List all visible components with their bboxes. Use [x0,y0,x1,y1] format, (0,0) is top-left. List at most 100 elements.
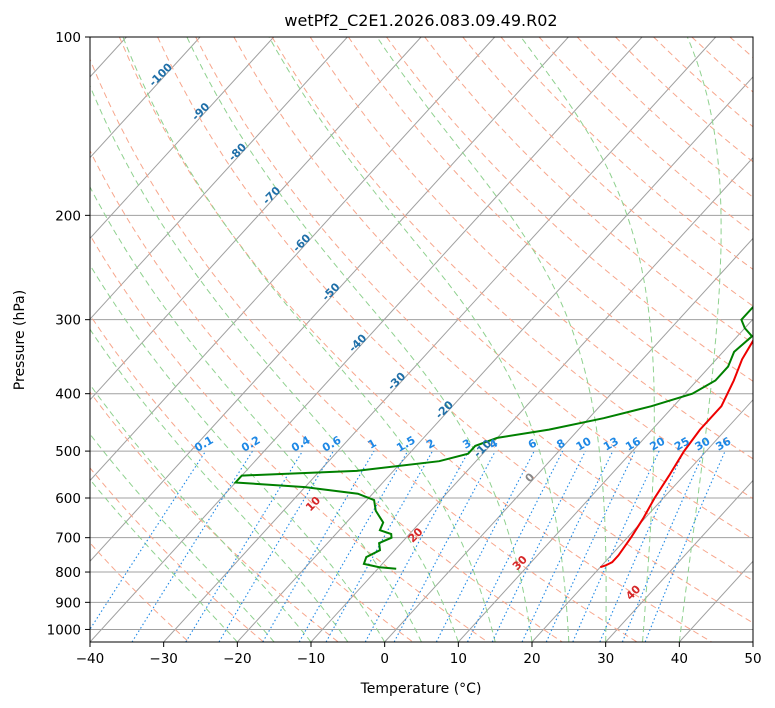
dry-adiabat-line [386,37,753,382]
y-tick-label: 700 [55,531,81,547]
moist-adiabat-line [520,37,655,642]
dry-adiabat-line [653,37,753,128]
x-tick-label: −10 [297,651,326,667]
dry-adiabat-line [90,391,339,642]
isotherm-label: -50 [319,280,342,303]
isotherm-line [90,37,275,240]
dry-adiabat-line [347,37,753,421]
moist-adiabat-line [186,37,533,642]
dry-adiabat-line [195,37,753,582]
moist-adiabat-line [268,37,570,642]
temperature-profile-line [599,338,753,569]
dry-adiabat-line [615,37,753,163]
x-tick-label: 10 [450,651,467,667]
mixing-ratio-label: 2 [424,437,437,452]
mixing-ratio-line [467,450,564,642]
isotherm-line [90,37,569,563]
y-tick-label: 400 [55,387,81,403]
mixing-ratio-line [262,450,375,642]
dry-adiabat-line [424,37,753,344]
moist-adiabat-line [90,478,238,642]
y-tick-label: 800 [55,565,81,581]
isotherm-label: -40 [346,331,369,354]
isotherm-line [384,237,753,642]
y-tick-label: 300 [55,313,81,329]
dry-adiabat-label: 40 [623,582,643,602]
isotherm-line [90,37,201,159]
moist-adiabat-line [90,185,422,642]
axes: −40 −30 −20 −10 0 10 20 30 40 50 100 200 300 400 500 60… [47,30,762,667]
dry-adiabat-line [768,37,775,642]
isotherm-line [90,37,643,642]
dry-adiabat-line [90,58,638,642]
x-tick-label: 40 [671,651,688,667]
x-tick-label: −40 [76,651,105,667]
moist-adiabat-line [90,383,312,642]
isotherm-line [605,479,753,642]
moist-adiabat-line [90,84,459,642]
moist-adiabat-line [122,37,496,642]
isotherm-line [90,37,422,401]
dry-adiabat-line [462,37,753,307]
mixing-ratio-line [572,450,660,642]
mixing-ratio-line [491,450,586,642]
y-tick-label: 900 [55,595,81,611]
isotherm-line [236,76,753,642]
mixing-ratio-line [364,450,470,642]
isotherm-label: -70 [260,184,283,207]
plot-frame [89,36,754,643]
mixing-ratio-line [644,450,726,642]
dry-adiabat-line [157,37,753,624]
chart-title: wetPf2_C2E1.2026.083.09.49.R02 [284,11,557,31]
x-tick-label: 0 [380,651,389,667]
moist-adiabat-line [678,37,722,642]
dry-adiabat-line [538,37,753,234]
sounding-lines [233,305,753,570]
y-tick-label: 600 [55,491,81,507]
isotherm-label: -20 [433,398,456,421]
dry-adiabat-line [729,37,753,59]
x-tick-label: 20 [523,651,540,667]
dry-adiabat-line [309,37,753,460]
x-axis-label: Temperature (°C) [360,681,482,697]
mixing-ratio-line [185,450,304,642]
background-lines [90,37,775,642]
dry-adiabat-line [90,149,563,642]
moist-adiabat-line [90,433,275,642]
x-tick-label: −30 [149,651,178,667]
dry-adiabat-line [90,467,264,642]
isotherm-line [90,37,496,482]
dry-adiabat-line [691,37,753,93]
moist-adiabat-line [376,37,607,642]
isotherm-line [457,318,753,642]
dry-adiabat-line [118,37,712,642]
x-tick-label: −20 [223,651,252,667]
mixing-ratio-line [131,450,254,642]
isotherm-line [531,399,753,642]
dry-adiabat-line [271,37,753,500]
isotherm-line [90,37,348,320]
isotherm-label: -90 [189,100,212,123]
mixing-ratio-line [599,450,685,642]
y-tick-label: 200 [55,208,81,224]
mixing-ratio-line [90,450,207,631]
x-tick-label: 30 [597,651,614,667]
mixing-ratio-line [393,450,496,642]
x-tick-label: 50 [744,651,761,667]
y-tick-label: 100 [55,30,81,46]
y-tick-label: 500 [55,444,81,460]
dry-adiabat-line [233,37,753,540]
mixing-ratio-line [218,450,334,642]
moist-adiabat-line [90,328,349,642]
moist-adiabat-line [90,264,386,642]
mixing-ratio-line [325,450,433,642]
line-labels: 0.1 0.2 0.4 0.6 1 1.5 2 3 4 6 8 10 13 16 20 25 30 36-100-… [146,60,733,602]
dry-adiabat-label: 20 [406,525,426,545]
isotherm-label: -30 [385,370,408,393]
y-axis-label: Pressure (hPa) [12,290,28,390]
mixing-ratio-line [621,450,705,642]
isotherm-line [752,641,753,642]
isotherm-line [163,37,717,642]
dewpoint-profile-line [233,305,753,570]
